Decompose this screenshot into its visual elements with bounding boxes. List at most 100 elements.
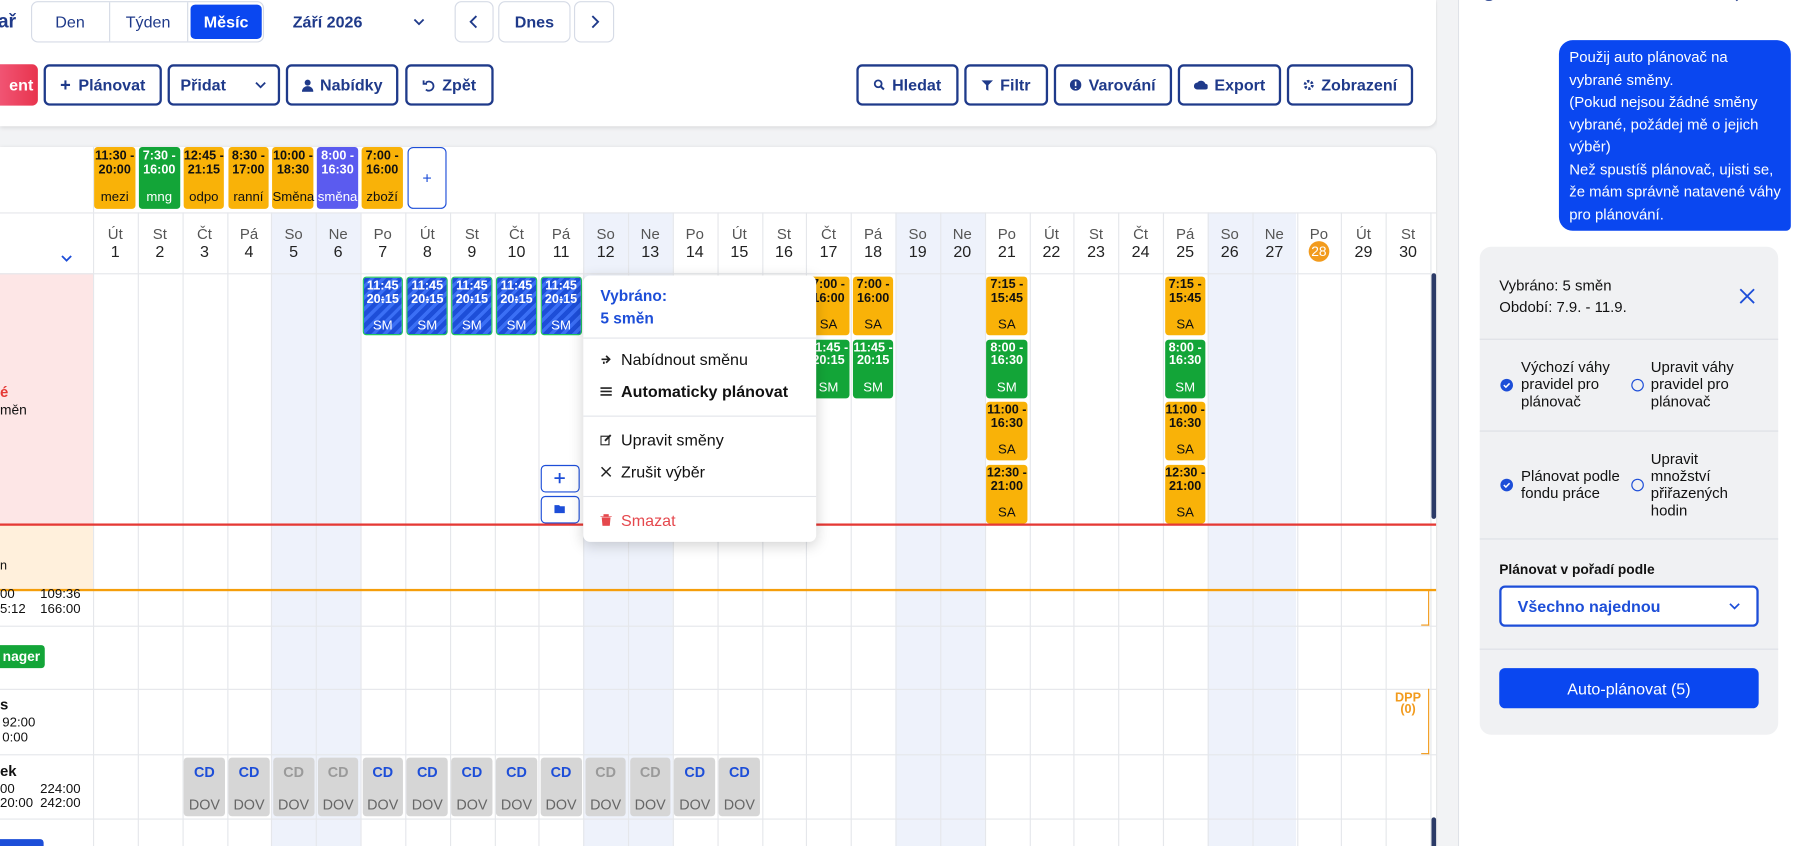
prev-button[interactable] xyxy=(454,1,494,43)
shift[interactable]: 8:00 -16:30 SM xyxy=(1164,339,1206,398)
shift[interactable]: 11:00 -16:30 SA xyxy=(986,402,1028,461)
shift-time: 20:15 xyxy=(366,292,399,306)
weekday: Út xyxy=(1356,225,1371,243)
shift-template[interactable]: 8:30 -17:00 ranní xyxy=(227,146,269,209)
cut-button[interactable]: ent xyxy=(0,64,38,106)
grid-line xyxy=(1162,212,1165,846)
shift[interactable]: 12:30 -21:00 SA xyxy=(1164,465,1206,524)
weekday: Ne xyxy=(1264,225,1284,243)
weekday: St xyxy=(776,225,792,243)
auto-plan-button[interactable]: Auto-plánovat (5) xyxy=(1499,668,1759,709)
row-label: é xyxy=(0,383,9,401)
next-button[interactable] xyxy=(573,1,615,43)
shift-selected[interactable]: 11:45 -20:15 SM xyxy=(406,276,448,336)
leave-type: DOV xyxy=(188,796,220,813)
menu-item[interactable]: Upravit směny xyxy=(600,430,724,449)
weekday: Po xyxy=(373,225,392,243)
shift[interactable]: 11:45 -20:15 SM xyxy=(852,339,894,398)
order-label: Plánovat v pořadí podle xyxy=(1499,561,1655,578)
menu-item-danger[interactable]: Smazat xyxy=(600,511,676,529)
leave-code: CD xyxy=(194,764,215,781)
shift-code: SA xyxy=(998,506,1016,521)
day-number: 27 xyxy=(1265,242,1284,261)
shift-time: 20:15 xyxy=(500,292,533,306)
radio-checked[interactable] xyxy=(1500,378,1514,392)
close-icon[interactable] xyxy=(1739,288,1755,304)
row-stat: 92:00 xyxy=(2,716,36,731)
view-button[interactable]: Týden xyxy=(125,12,171,31)
day-number: 24 xyxy=(1131,242,1150,261)
order-select[interactable]: Všechno najednou xyxy=(1499,585,1759,627)
shift[interactable]: 7:15 -15:45 SA xyxy=(1164,276,1206,336)
view-button-active[interactable]: Měsíc xyxy=(190,4,262,40)
weekday: Čt xyxy=(821,225,836,243)
shift[interactable]: 7:00 -16:00 SA xyxy=(852,276,894,336)
menu-count: 5 směn xyxy=(600,309,654,328)
menu-item[interactable]: Nabídnout směnu xyxy=(600,350,748,368)
weekday: Čt xyxy=(196,225,212,243)
leave-type: DOV xyxy=(456,796,488,813)
add-button[interactable]: Přidat xyxy=(167,64,281,106)
leave-type: DOV xyxy=(411,796,443,813)
message-line: vybrané, požádej mě o jejich xyxy=(1569,115,1759,133)
add-template[interactable]: + xyxy=(407,146,447,209)
warnings-button[interactable]: Varování xyxy=(1053,64,1173,106)
message-line: Než spustíš plánovač, ujisti se, xyxy=(1569,160,1774,178)
shift[interactable]: 7:15 -15:45 SA xyxy=(986,276,1028,336)
cell-action[interactable] xyxy=(540,464,580,493)
shift-selected[interactable]: 11:45 -20:15 SM xyxy=(495,276,538,336)
row-label: s xyxy=(0,695,9,713)
select-value: Všechno najednou xyxy=(1517,596,1661,616)
shift-template[interactable]: 10:00 -18:30 Směna xyxy=(272,146,314,209)
display-button[interactable]: Zobrazení xyxy=(1286,64,1414,106)
today-button[interactable]: Dnes xyxy=(498,1,571,43)
shift-time: 11:45 - xyxy=(411,278,444,307)
export-button[interactable]: Export xyxy=(1177,64,1282,106)
plan-button[interactable]: Plánovat xyxy=(43,64,162,106)
weekday: Čt xyxy=(509,225,524,243)
leave-type: DOV xyxy=(367,796,399,813)
template-time: 21:15 xyxy=(187,162,220,177)
shift-template[interactable]: 7:30 -16:00 mng xyxy=(138,146,180,209)
grid-line xyxy=(315,212,318,846)
menu-item[interactable]: Zrušit výběr xyxy=(600,463,705,481)
view-button[interactable]: Den xyxy=(55,12,85,31)
cell-action[interactable] xyxy=(540,495,580,524)
radio[interactable] xyxy=(1631,478,1644,492)
search-button[interactable]: Hledat xyxy=(856,64,959,106)
label: Varování xyxy=(1088,75,1156,95)
template-time: 20:00 xyxy=(98,162,131,177)
back-button[interactable]: Zpět xyxy=(405,64,494,106)
shift-template[interactable]: 7:00 -16:00 zboží xyxy=(361,146,403,209)
day-number: 5 xyxy=(289,242,299,261)
grid-line xyxy=(538,212,540,846)
shift-template[interactable]: 12:45 -21:15 odpo xyxy=(183,146,225,209)
shift-time: 20:15 xyxy=(411,292,444,306)
leave-code: CD xyxy=(684,764,706,781)
weekday: Út xyxy=(107,225,123,243)
shift-selected[interactable]: 11:45 -20:15 SM xyxy=(362,276,404,336)
weekend-column xyxy=(315,212,361,846)
filter-button[interactable]: Filtr xyxy=(964,64,1049,106)
leave-code: CD xyxy=(461,764,483,781)
leave-code: CD xyxy=(283,764,304,781)
weekend-column xyxy=(1207,212,1253,846)
filter-chevron xyxy=(60,249,74,262)
shift-time: 11:45 - xyxy=(500,278,533,307)
shift[interactable]: 12:30 -21:00 SA xyxy=(986,465,1028,524)
leave-block: CD DOV xyxy=(540,757,582,817)
offers-button[interactable]: Nabídky xyxy=(285,64,399,106)
shift-template[interactable]: 8:00 -16:30 směna xyxy=(317,146,359,209)
radio-checked[interactable] xyxy=(1500,478,1514,492)
shift[interactable]: 11:00 -16:30 SA xyxy=(1164,402,1206,461)
leave-block: CD DOV xyxy=(495,757,538,817)
shift-code: SA xyxy=(864,317,882,332)
period[interactable]: Září 2026 xyxy=(292,12,363,31)
shift[interactable]: 8:00 -16:30 SM xyxy=(986,339,1028,398)
shift-template[interactable]: 11:30 -20:00 mezi xyxy=(94,146,136,209)
menu-item[interactable]: Automaticky plánovat xyxy=(600,382,788,401)
shift-selected[interactable]: 11:45 -20:15 SM xyxy=(451,276,493,336)
radio[interactable] xyxy=(1631,378,1644,392)
shift-code: SM xyxy=(1175,380,1196,395)
shift-selected[interactable]: 11:45 -20:15 SM xyxy=(540,276,582,336)
